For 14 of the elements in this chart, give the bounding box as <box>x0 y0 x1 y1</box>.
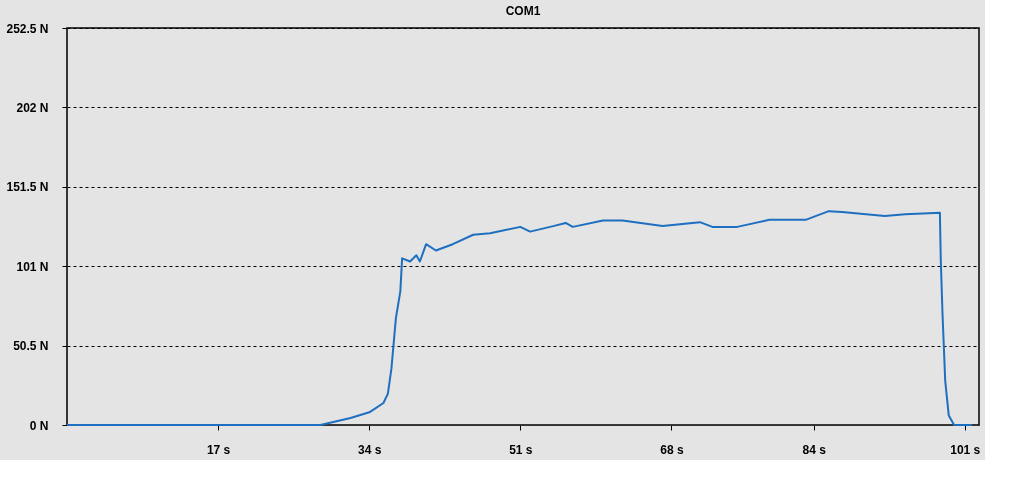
x-tick-label: 68 s <box>660 442 684 457</box>
x-tick-label: 101 s <box>950 442 981 457</box>
x-tick-label: 84 s <box>802 442 827 457</box>
x-tick-label: 51 s <box>509 442 533 457</box>
y-tick-label: 202 N <box>16 100 49 115</box>
chart-title: COM1 <box>505 4 541 18</box>
x-tick-label: 34 s <box>358 442 382 457</box>
y-tick-label: 50.5 N <box>13 339 49 354</box>
line-series <box>66 210 973 426</box>
x-tick-label: 17 s <box>206 442 231 457</box>
y-tick-label: 252.5 N <box>6 21 49 36</box>
y-tick-label: 151.5 N <box>6 180 49 195</box>
y-tick-label: 101 N <box>16 259 49 274</box>
y-tick-label: 0 N <box>29 418 49 433</box>
